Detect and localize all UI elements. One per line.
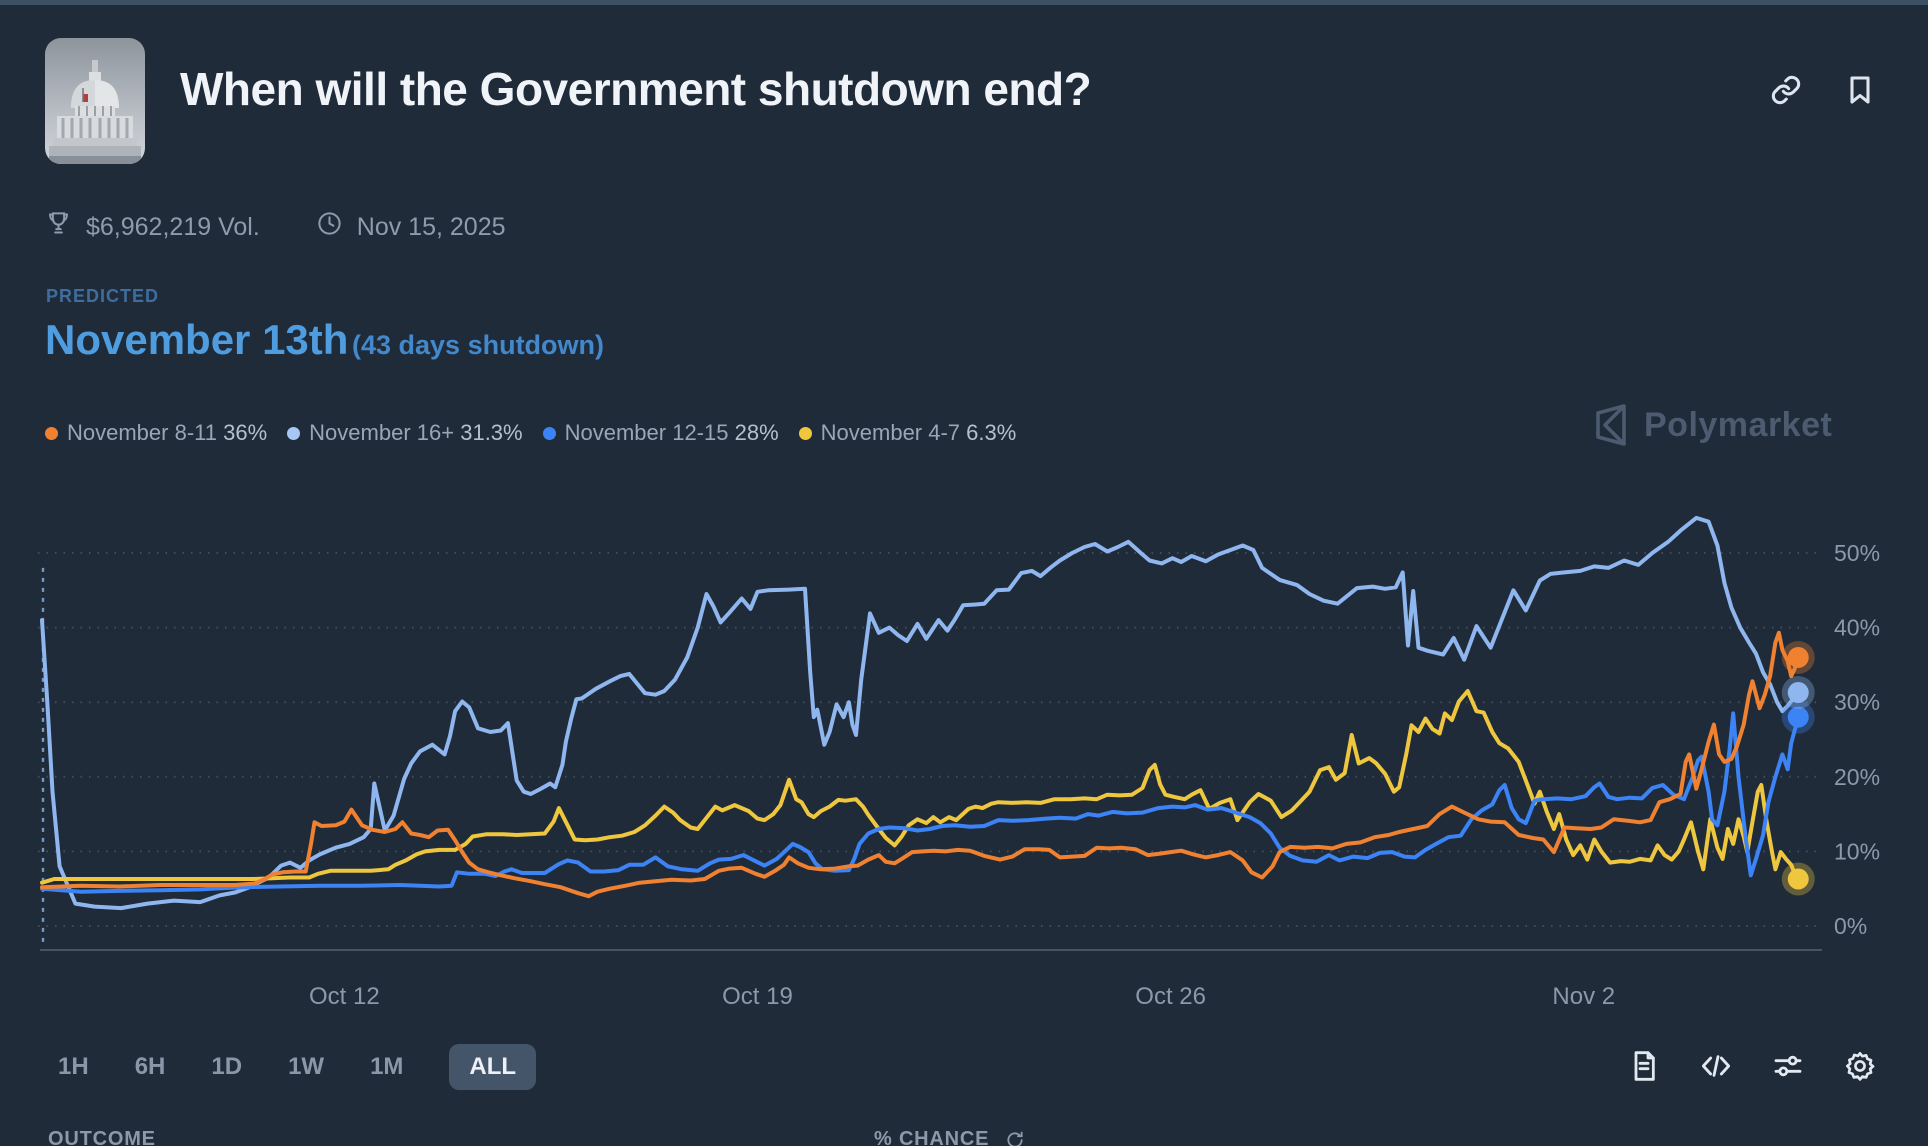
y-axis-label-10: 10% [1834, 838, 1880, 864]
series-line-november-16+ [40, 515, 1801, 911]
legend-dot-lightblue [287, 426, 301, 440]
timeframe-selector: 1H 6H 1D 1W 1M ALL [58, 1044, 537, 1090]
legend-item-nov-16plus[interactable]: November 16+ 31.3% [287, 420, 523, 446]
timeframe-all[interactable]: ALL [449, 1044, 537, 1090]
timeframe-1h[interactable]: 1H [58, 1053, 89, 1080]
series-line-november-8-11 [40, 630, 1801, 899]
outcome-table-header: OUTCOME % CHANCE [0, 1128, 1928, 1146]
legend-label: November 16+ 31.3% [309, 420, 523, 445]
predicted-note: (43 days shutdown) [352, 330, 605, 360]
bookmark-icon[interactable] [1844, 74, 1876, 106]
clock-icon [316, 210, 343, 244]
legend-label: November 12-15 28% [564, 420, 779, 445]
polymarket-watermark: Polymarket [1590, 402, 1832, 448]
page-title: When will the Government shutdown end? [180, 63, 1092, 115]
price-chart[interactable]: 0% 10% 20% 30% 40% 50% Oct 12 Oct 19 Oct 26 Nov 2 [0, 410, 1928, 1050]
chart-legend: November 8-11 36% November 16+ 31.3% Nov… [45, 420, 1016, 446]
legend-dot-orange [45, 426, 58, 440]
chart-toolbar [1628, 1050, 1876, 1082]
legend-item-nov-8-11[interactable]: November 8-11 36% [45, 420, 267, 446]
y-axis-label-50: 50% [1834, 540, 1880, 566]
legend-label: November 8-11 36% [67, 420, 268, 445]
settings-gear-icon[interactable] [1844, 1050, 1876, 1082]
top-strip [0, 0, 1928, 5]
embed-code-icon[interactable] [1700, 1050, 1732, 1082]
timeframe-1d[interactable]: 1D [211, 1053, 243, 1080]
x-axis-label-oct-19: Oct 19 [722, 983, 793, 1010]
series-line-november-4-7 [40, 689, 1801, 885]
x-axis-label-oct-12: Oct 12 [309, 983, 380, 1010]
rules-document-icon[interactable] [1628, 1050, 1660, 1082]
timeframe-1m[interactable]: 1M [370, 1053, 404, 1080]
legend-item-nov-12-15[interactable]: November 12-15 28% [542, 420, 779, 446]
chance-column-header: % CHANCE [874, 1128, 1025, 1146]
refresh-icon[interactable] [1005, 1130, 1025, 1146]
legend-dot-yellow [798, 426, 812, 440]
volume-text: $6,962,219 Vol. [86, 212, 260, 241]
y-axis-label-30: 30% [1834, 689, 1880, 715]
y-axis-label-0: 0% [1834, 913, 1867, 939]
volume-trophy-icon [45, 210, 72, 244]
endpoint-dot-november-12-15 [1787, 706, 1809, 728]
chart-filters-icon[interactable] [1772, 1050, 1804, 1082]
legend-item-nov-4-7[interactable]: November 4-7 6.3% [798, 420, 1017, 446]
predicted-label: PREDICTED [46, 286, 160, 306]
capitol-image [45, 38, 145, 164]
legend-label: November 4-7 6.3% [820, 420, 1017, 445]
market-thumbnail [45, 38, 145, 164]
x-axis-label-oct-26: Oct 26 [1135, 983, 1206, 1010]
y-axis-label-20: 20% [1834, 764, 1880, 790]
timeframe-6h[interactable]: 6H [134, 1053, 166, 1080]
end-date-text: Nov 15, 2025 [356, 212, 506, 241]
outcome-column-header: OUTCOME [48, 1128, 156, 1146]
predicted-value: November 13th [45, 316, 349, 363]
y-axis-label-40: 40% [1834, 615, 1880, 641]
endpoint-dot-november-8-11 [1787, 646, 1809, 668]
polymarket-logo-icon [1596, 404, 1626, 446]
legend-dot-blue [542, 426, 556, 440]
endpoint-dot-november-4-7 [1787, 868, 1809, 890]
series-line-november-12-15 [40, 711, 1801, 894]
endpoint-dot-november-16+ [1787, 682, 1809, 704]
x-axis-label-nov-2: Nov 2 [1552, 983, 1615, 1010]
timeframe-1w[interactable]: 1W [288, 1053, 325, 1080]
polymarket-watermark-text: Polymarket [1644, 405, 1833, 444]
copy-link-icon[interactable] [1770, 74, 1802, 106]
